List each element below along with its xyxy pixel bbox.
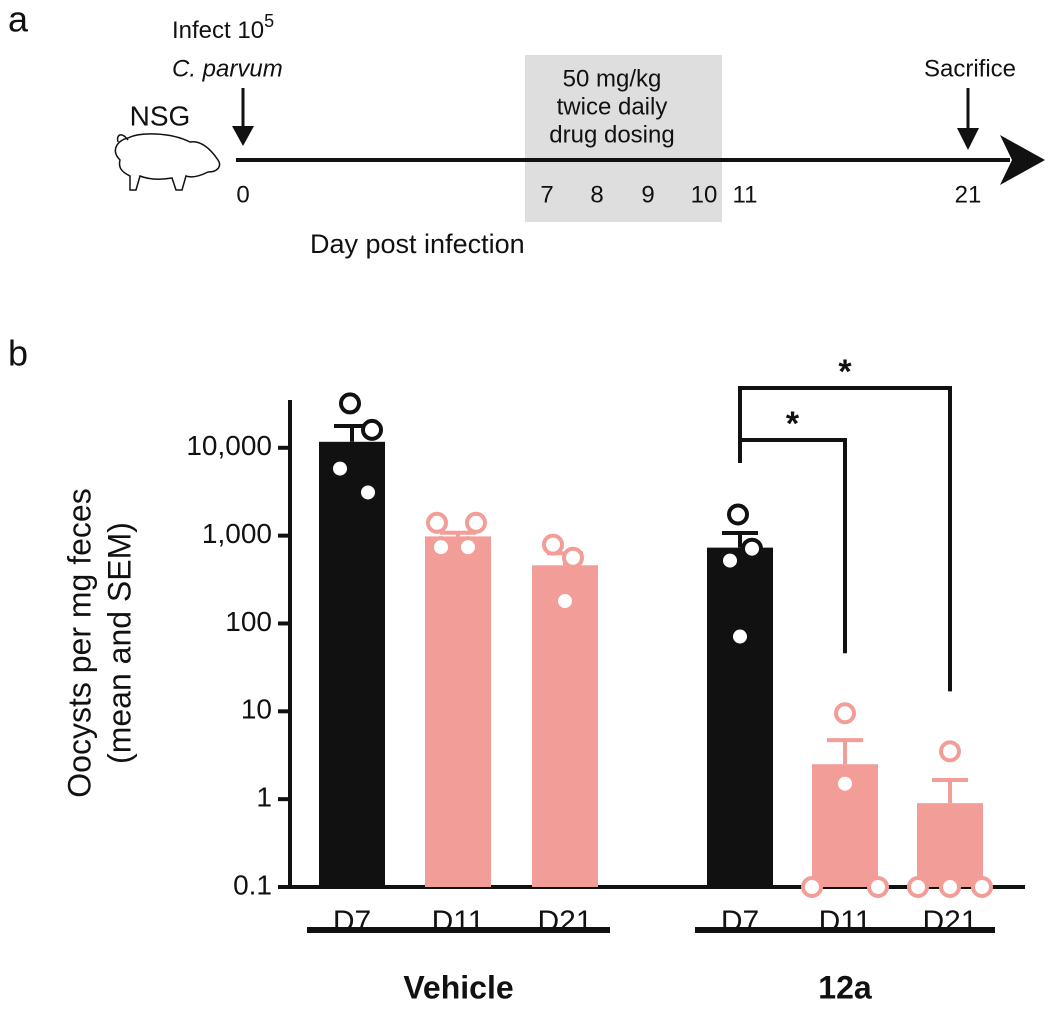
bar <box>319 441 385 887</box>
error-bar <box>827 738 863 765</box>
y-tick-label: 10,000 <box>186 430 272 461</box>
day-label: 7 <box>540 181 553 208</box>
data-point <box>357 481 379 504</box>
data-point <box>729 625 751 648</box>
dosing-box <box>525 55 722 222</box>
timeline-arrow <box>1000 135 1045 185</box>
data-point <box>867 876 889 898</box>
data-point <box>801 876 823 898</box>
data-point <box>727 503 749 526</box>
bar <box>532 565 598 887</box>
infect-text: Infect 10 <box>172 17 264 44</box>
bar <box>917 803 983 887</box>
data-point <box>907 876 929 898</box>
day-label: 9 <box>641 181 654 208</box>
significance-label: * <box>838 353 852 391</box>
day-label: 21 <box>955 181 982 208</box>
bar <box>425 536 491 887</box>
infect-label: Infect 105 <box>172 11 274 45</box>
data-point <box>939 876 961 898</box>
bar <box>707 547 773 887</box>
error-bar <box>722 531 758 548</box>
dosing-text: twice daily <box>557 93 668 120</box>
day-label: 8 <box>590 181 603 208</box>
day-label: 11 <box>733 181 758 208</box>
y-axis-label: Oocysts per mg feces <box>61 488 97 797</box>
day-label: 10 <box>691 181 718 208</box>
panel-letter: b <box>8 333 28 374</box>
mouse-icon <box>114 133 221 191</box>
error-bar <box>932 778 968 804</box>
group-label: Vehicle <box>403 969 513 1005</box>
data-point <box>834 772 856 795</box>
dosing-text: drug dosing <box>549 121 674 148</box>
dosing-text: 50 mg/kg <box>563 65 662 92</box>
day-label: 0 <box>236 181 249 208</box>
pathogen: C. parvum <box>172 55 283 82</box>
data-point <box>430 536 452 559</box>
data-point <box>834 702 856 725</box>
data-point <box>361 418 383 441</box>
data-point <box>426 511 448 534</box>
data-point <box>971 876 993 898</box>
data-point <box>339 392 361 415</box>
timeline-axis-label: Day post infection <box>310 229 525 259</box>
data-point <box>562 546 584 569</box>
error-bar <box>440 530 476 537</box>
sacrifice-arrowhead <box>957 128 979 150</box>
y-tick-label: 10 <box>241 694 272 725</box>
y-tick-label: 1 <box>256 782 272 813</box>
significance-bracket <box>738 386 952 692</box>
day-labels: 0 7 8 9 10 11 21 <box>236 181 981 208</box>
data-point <box>741 537 763 560</box>
significance-label: * <box>786 405 800 443</box>
data-point <box>457 536 479 559</box>
data-point <box>719 549 741 572</box>
y-tick-label: 0.1 <box>233 869 272 900</box>
data-point <box>465 511 487 534</box>
sacrifice-label: Sacrifice <box>924 55 1016 82</box>
y-tick-label: 1,000 <box>202 518 272 549</box>
group-label: 12a <box>818 969 872 1005</box>
y-tick-label: 100 <box>225 606 272 637</box>
panel-letter: a <box>8 0 29 40</box>
data-point <box>939 740 961 763</box>
data-point <box>554 590 576 613</box>
animal-label: NSG <box>130 100 191 131</box>
y-axis-label: (mean and SEM) <box>101 522 137 764</box>
infect-arrowhead <box>232 126 254 146</box>
data-point <box>542 533 564 556</box>
data-point <box>329 457 351 480</box>
infect-exponent: 5 <box>264 11 274 31</box>
